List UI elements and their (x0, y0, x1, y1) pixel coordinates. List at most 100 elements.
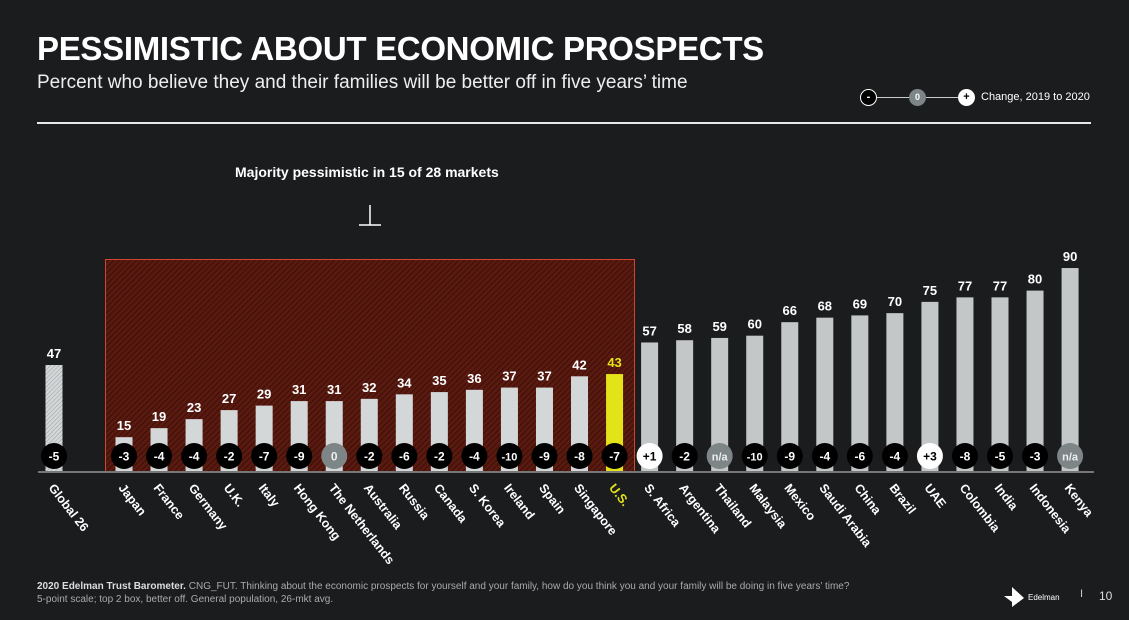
legend-line (877, 96, 909, 98)
value-label: 29 (257, 387, 271, 402)
change-badge (706, 443, 733, 469)
change-badge (356, 443, 383, 469)
change-label: -2 (434, 450, 445, 464)
change-label: -5 (995, 450, 1006, 464)
legend-line (926, 96, 958, 98)
header-divider (37, 122, 1091, 124)
value-label: 37 (537, 369, 551, 384)
change-badge (426, 443, 453, 469)
value-label: 77 (958, 278, 972, 293)
footnote-method: 5-point scale; top 2 box, better off. Ge… (37, 594, 334, 605)
bar (676, 340, 694, 471)
change-badge (1057, 443, 1084, 469)
bar (641, 342, 659, 471)
legend-positive-dot: + (958, 88, 975, 106)
change-label: -10 (501, 452, 517, 464)
change-label: +1 (643, 450, 657, 464)
value-label: 42 (572, 357, 586, 372)
legend-label: Change, 2019 to 2020 (981, 91, 1090, 103)
change-badge (321, 443, 348, 469)
value-label: 75 (923, 283, 937, 298)
change-label: -4 (890, 450, 901, 464)
change-badge (776, 443, 803, 469)
footnote-source: 2020 Edelman Trust Barometer. (37, 581, 186, 592)
chart-annotation: Majority pessimistic in 15 of 28 markets (235, 164, 499, 180)
footnote-question: CNG_FUT. Thinking about the economic pro… (185, 581, 850, 592)
page-subtitle: Percent who believe they and their famil… (37, 72, 688, 93)
category-label: U.S. (606, 481, 632, 509)
brand-name: Edelman (1028, 592, 1060, 602)
category-label: Kenya (1062, 481, 1097, 520)
value-label: 27 (222, 391, 236, 406)
change-label: -2 (364, 450, 375, 464)
change-badge (531, 443, 558, 469)
change-badge (916, 443, 943, 469)
category-label: Russia (396, 481, 433, 523)
value-label: 80 (1028, 272, 1042, 287)
value-label: 34 (397, 375, 412, 390)
change-label: +3 (923, 450, 937, 464)
change-badge (811, 443, 838, 469)
bar (1061, 268, 1079, 471)
change-badge (41, 443, 67, 469)
change-badge (146, 443, 173, 469)
value-label: 37 (502, 369, 516, 384)
bar (1026, 290, 1044, 471)
edelman-logo: Edelman (1003, 586, 1060, 608)
change-badge (741, 443, 768, 469)
category-label: Global 26 (46, 481, 92, 534)
value-label: 57 (642, 323, 656, 338)
change-label: -6 (855, 450, 866, 464)
change-label: -4 (189, 450, 200, 464)
value-label: 23 (187, 400, 201, 415)
value-label: 36 (467, 371, 481, 386)
value-label: 68 (818, 299, 832, 314)
category-label: Mexico (781, 481, 818, 523)
bar (816, 317, 834, 471)
bar (921, 301, 939, 471)
change-label: -4 (469, 450, 480, 464)
value-label: 69 (853, 296, 867, 311)
value-label: 60 (747, 317, 761, 332)
change-label: -6 (399, 450, 410, 464)
value-label: 59 (712, 319, 726, 334)
bar (851, 315, 869, 471)
page-number: 10 (1099, 589, 1113, 603)
bar (746, 335, 764, 471)
change-badge (181, 443, 208, 469)
value-label: 70 (888, 294, 902, 309)
category-label: China (851, 481, 884, 518)
value-label: 32 (362, 380, 376, 395)
change-label: -2 (224, 450, 235, 464)
change-badge (601, 443, 628, 469)
category-label: Brazil (887, 481, 919, 516)
value-label: 58 (677, 321, 691, 336)
change-label: 0 (331, 450, 338, 464)
bar (991, 297, 1009, 471)
page-title: PESSIMISTIC ABOUT ECONOMIC PROSPECTS (37, 30, 764, 67)
category-label: Canada (431, 481, 470, 526)
change-badge (286, 443, 313, 469)
bracket-icon (359, 205, 381, 226)
change-badge (251, 443, 278, 469)
category-label: U.K. (221, 481, 247, 509)
legend-negative-dot: - (860, 88, 877, 106)
change-badge (216, 443, 243, 469)
change-badge (1022, 443, 1049, 469)
change-label: n/a (1062, 452, 1079, 464)
value-label: 35 (432, 373, 446, 388)
change-label: -3 (1030, 450, 1041, 464)
change-label: -8 (960, 450, 971, 464)
change-label: n/a (712, 452, 729, 464)
change-label: -9 (784, 450, 795, 464)
bar (711, 337, 729, 471)
change-label: -4 (819, 450, 830, 464)
change-badge (846, 443, 873, 469)
bar (956, 297, 974, 471)
change-label: -7 (259, 450, 270, 464)
value-label: 90 (1063, 249, 1077, 264)
category-label: Spain (536, 481, 568, 516)
change-badge (566, 443, 593, 469)
change-label: -2 (679, 450, 690, 464)
